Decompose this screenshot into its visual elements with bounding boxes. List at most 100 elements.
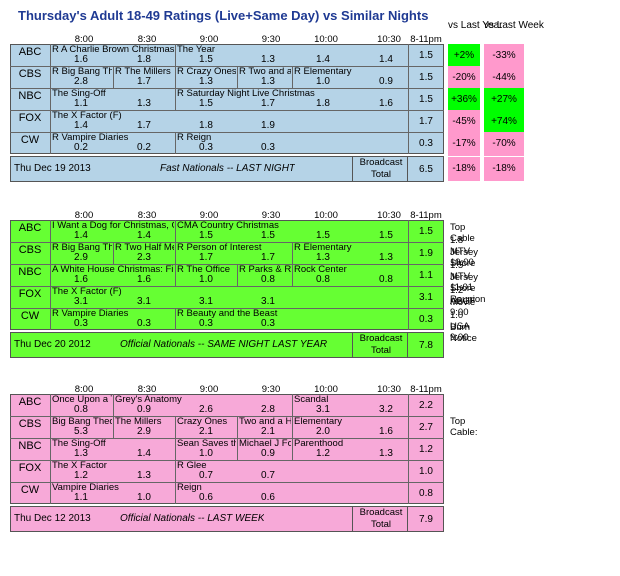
- show-divider: [50, 286, 51, 308]
- ratings-block-last-year: 8:00 8:30 9:00 9:30 10:00 10:30 8-11pm ABC I Wan…: [10, 210, 485, 380]
- rating-value: 1.4: [137, 448, 151, 459]
- show-title: The X Factor (F): [52, 286, 122, 297]
- total-divider: [408, 66, 409, 88]
- rating-value: 1.7: [137, 120, 151, 131]
- rating-value: 5.3: [74, 426, 88, 437]
- network-label: NBC: [18, 266, 42, 278]
- show-title: R Crazy Ones: [177, 66, 236, 77]
- network-label: CW: [20, 310, 40, 322]
- total-divider: [408, 88, 409, 110]
- show-divider: [175, 264, 176, 286]
- total-value: 0.8: [419, 488, 433, 499]
- show-divider: [50, 44, 51, 66]
- show-title: CMA Country Christmas: [177, 220, 279, 231]
- rating-value: 2.9: [137, 426, 151, 437]
- rating-value: 2.6: [199, 404, 213, 415]
- row-divider: [10, 482, 444, 483]
- show-title: I Want a Dog for Christmas, Charlie Brow…: [52, 220, 174, 231]
- row-divider: [10, 88, 444, 89]
- ratings-grid: [10, 394, 444, 504]
- broadcast-total-value: 7.9: [419, 514, 433, 525]
- network-label: FOX: [18, 462, 42, 474]
- rating-value: 1.4: [74, 230, 88, 241]
- row-divider: [10, 264, 444, 265]
- show-title: A White House Christmas: First Lady: [52, 264, 174, 275]
- total-divider: [408, 438, 409, 460]
- rating-value: 2.1: [199, 426, 213, 437]
- top-cable-note: 1.5 MTV 11:01: [450, 259, 474, 293]
- rating-value: 1.3: [137, 98, 151, 109]
- show-divider: [50, 110, 51, 132]
- vs-last-year-value: +2%: [448, 44, 480, 68]
- total-value: 1.1: [419, 270, 433, 281]
- show-title: R Person of Interest: [177, 242, 262, 253]
- rating-value: 1.2: [74, 470, 88, 481]
- total-divider: [408, 394, 409, 416]
- show-title: The X Factor: [52, 460, 107, 471]
- vs-last-week-header: vs Last Week: [484, 20, 544, 31]
- show-title: R A Charlie Brown Christmas: [52, 44, 174, 55]
- time-header: 10:30: [377, 210, 401, 221]
- time-header: 9:00: [199, 34, 219, 45]
- broadcast-total-label: Broadcast Total: [359, 507, 403, 530]
- show-divider: [175, 88, 176, 110]
- rating-value: 0.3: [199, 318, 213, 329]
- rating-value: 1.6: [137, 274, 151, 285]
- vs-last-week-value: -44%: [484, 66, 524, 90]
- rating-value: 1.5: [261, 230, 275, 241]
- row-divider: [10, 438, 444, 439]
- top-cable-note: Top Cable:: [450, 416, 478, 438]
- top-cable-note: Movie: [450, 297, 476, 308]
- rating-value: 1.5: [316, 230, 330, 241]
- show-divider: [175, 460, 176, 482]
- show-divider: [292, 438, 293, 460]
- summary-vs-last-week: -18%: [484, 157, 524, 181]
- total-value: 3.1: [419, 292, 433, 303]
- show-divider: [237, 416, 238, 438]
- rating-value: 1.7: [137, 76, 151, 87]
- rating-value: 3.1: [199, 296, 213, 307]
- rating-value: 1.8: [199, 120, 213, 131]
- show-title: Crazy Ones: [177, 416, 228, 427]
- show-divider: [175, 66, 176, 88]
- broadcast-total-box: [352, 506, 408, 532]
- total-divider: [408, 242, 409, 264]
- block-footer: [10, 156, 444, 182]
- rating-value: 1.3: [199, 76, 213, 87]
- show-divider: [175, 308, 176, 330]
- show-divider: [175, 132, 176, 154]
- rating-value: 1.0: [316, 76, 330, 87]
- network-label: ABC: [18, 222, 42, 234]
- row-divider: [10, 286, 444, 287]
- top-cable-note: 1.2 ABCF 9:00: [450, 284, 476, 318]
- show-title: Rock Center: [294, 264, 347, 275]
- time-header: 8:00: [74, 210, 94, 221]
- rating-value: 2.8: [261, 404, 275, 415]
- total-value: 1.7: [419, 116, 433, 127]
- page-title: Thursday's Adult 18-49 Ratings (Live+Sam…: [18, 8, 429, 23]
- show-divider: [175, 242, 176, 264]
- rating-value: 1.6: [379, 98, 393, 109]
- rating-value: 1.7: [261, 252, 275, 263]
- show-title: The Sing-Off: [52, 88, 106, 99]
- show-title: R Beauty and the Beast: [177, 308, 278, 319]
- rating-value: 1.6: [74, 274, 88, 285]
- total-value: 0.3: [419, 138, 433, 149]
- time-header: 8-11pm: [410, 384, 442, 395]
- rating-value: 2.9: [74, 252, 88, 263]
- show-title: R Elementary: [294, 66, 352, 77]
- rating-value: 0.3: [137, 318, 151, 329]
- rating-value: 0.6: [261, 492, 275, 503]
- vs-last-year-value: -20%: [448, 66, 480, 90]
- rating-value: 1.5: [199, 230, 213, 241]
- total-divider: [408, 286, 409, 308]
- time-header: 9:00: [199, 210, 219, 221]
- show-divider: [50, 88, 51, 110]
- show-title: R Two and a Half Men: [239, 66, 291, 77]
- rating-value: 1.4: [316, 54, 330, 65]
- time-header: 10:00: [314, 34, 338, 45]
- show-divider: [292, 242, 293, 264]
- footer-date: Thu Dec 20 2012: [14, 339, 91, 350]
- show-divider: [113, 394, 114, 416]
- rating-value: 0.6: [199, 492, 213, 503]
